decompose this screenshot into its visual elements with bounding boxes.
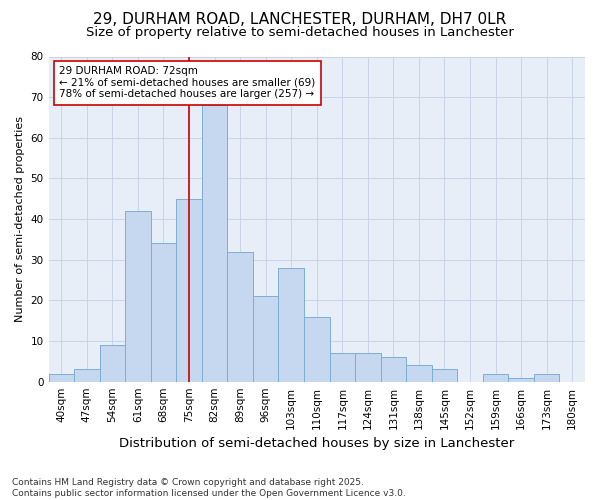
Bar — [100, 345, 125, 382]
Text: 29, DURHAM ROAD, LANCHESTER, DURHAM, DH7 0LR: 29, DURHAM ROAD, LANCHESTER, DURHAM, DH7… — [94, 12, 506, 28]
Bar — [49, 374, 74, 382]
Bar — [151, 244, 176, 382]
Bar — [483, 374, 508, 382]
Bar — [329, 353, 355, 382]
Text: Contains HM Land Registry data © Crown copyright and database right 2025.
Contai: Contains HM Land Registry data © Crown c… — [12, 478, 406, 498]
Bar — [202, 106, 227, 382]
Bar — [125, 211, 151, 382]
Bar — [74, 370, 100, 382]
Bar — [176, 199, 202, 382]
Bar — [432, 370, 457, 382]
Bar — [253, 296, 278, 382]
Bar — [380, 358, 406, 382]
Bar — [278, 268, 304, 382]
Text: Size of property relative to semi-detached houses in Lanchester: Size of property relative to semi-detach… — [86, 26, 514, 39]
X-axis label: Distribution of semi-detached houses by size in Lanchester: Distribution of semi-detached houses by … — [119, 437, 514, 450]
Y-axis label: Number of semi-detached properties: Number of semi-detached properties — [15, 116, 25, 322]
Bar — [304, 316, 329, 382]
Bar — [508, 378, 534, 382]
Text: 29 DURHAM ROAD: 72sqm
← 21% of semi-detached houses are smaller (69)
78% of semi: 29 DURHAM ROAD: 72sqm ← 21% of semi-deta… — [59, 66, 316, 100]
Bar — [227, 252, 253, 382]
Bar — [406, 366, 432, 382]
Bar — [534, 374, 559, 382]
Bar — [355, 353, 380, 382]
